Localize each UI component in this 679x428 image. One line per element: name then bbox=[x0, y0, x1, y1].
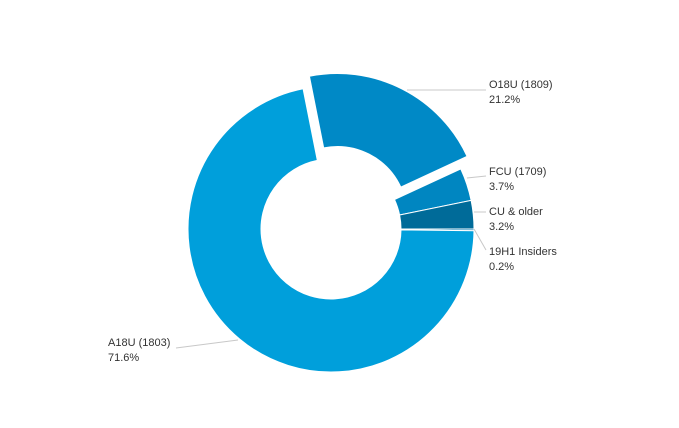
slice-label-a18u-1803-: A18U (1803) bbox=[108, 337, 170, 349]
leader-line-19h1-insiders bbox=[473, 228, 487, 251]
slice-o18u-1809- bbox=[308, 73, 468, 188]
leader-line-fcu-1709- bbox=[466, 175, 487, 179]
slice-value-cu-older: 3.2% bbox=[489, 221, 514, 233]
slice-label-19h1-insiders: 19H1 Insiders bbox=[489, 246, 557, 258]
leader-line-a18u-1803- bbox=[175, 339, 239, 349]
slice-value-fcu-1709-: 3.7% bbox=[489, 181, 514, 193]
slice-value-a18u-1803-: 71.6% bbox=[108, 352, 139, 364]
slice-label-fcu-1709-: FCU (1709) bbox=[489, 166, 546, 178]
slice-value-19h1-insiders: 0.2% bbox=[489, 261, 514, 273]
slice-label-cu-older: CU & older bbox=[489, 206, 543, 218]
slice-cu-older bbox=[398, 199, 475, 230]
slice-label-o18u-1809-: O18U (1809) bbox=[489, 79, 553, 91]
slice-value-o18u-1809-: 21.2% bbox=[489, 94, 520, 106]
slice-a18u-1803- bbox=[187, 88, 475, 373]
